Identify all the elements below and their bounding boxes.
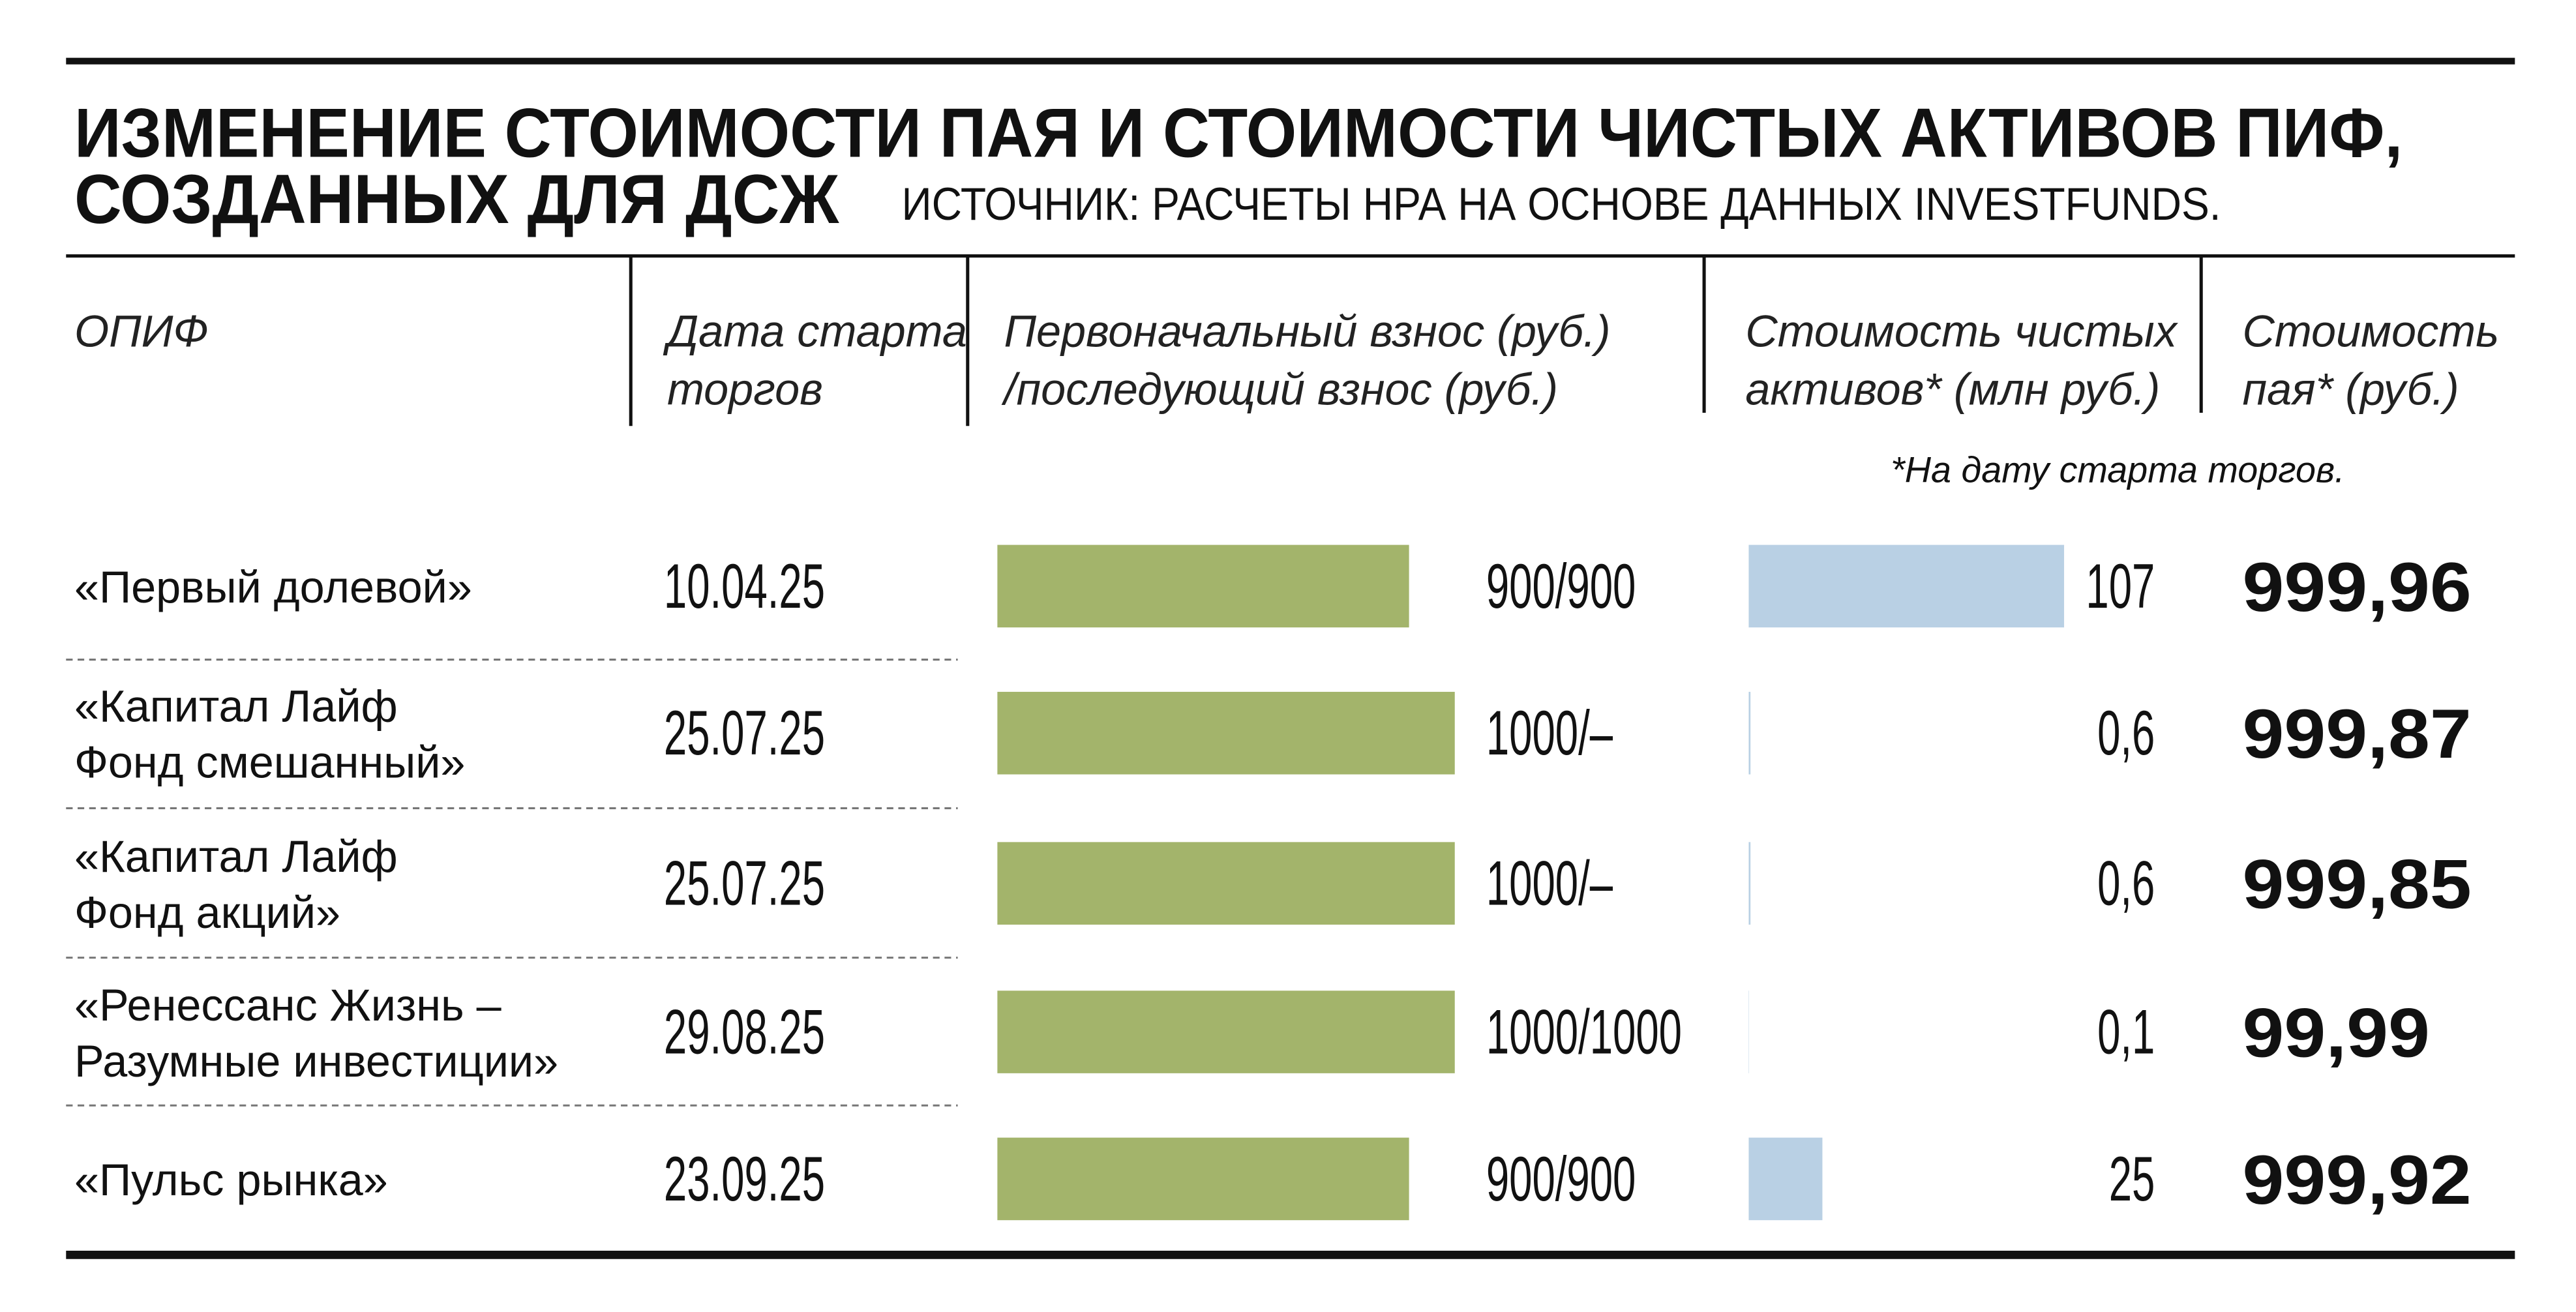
contribution-label-group: 1000/– — [1486, 848, 1613, 918]
net-assets-bar — [1748, 842, 1751, 925]
contribution-label-group: 900/900 — [1486, 1144, 1636, 1214]
title: ИЗМЕНЕНИЕ СТОИМОСТИ ПАЯ И СТОИМОСТИ ЧИСТ… — [74, 95, 2403, 172]
start-date: 25.07.25 — [664, 848, 825, 918]
contribution-label: 1000/1000 — [1486, 997, 1682, 1067]
start-date-group: 29.08.25 — [664, 997, 825, 1067]
net-assets-label: 25 — [2109, 1144, 2155, 1214]
net-assets-bar — [1748, 544, 2065, 628]
contribution-label-group: 900/900 — [1486, 552, 1636, 621]
contribution-label: 900/900 — [1486, 552, 1636, 621]
unit-price-group: 999,92 — [2243, 1142, 2472, 1219]
column-header: Стоимость чистых — [1745, 307, 2178, 357]
column-header: Дата старта — [663, 307, 967, 357]
column-header: ОПИФ — [74, 307, 209, 357]
contribution-label: 1000/– — [1486, 698, 1613, 768]
start-date: 25.07.25 — [664, 698, 825, 768]
contribution-label-group: 1000/– — [1486, 698, 1613, 768]
unit-price-group: 999,85 — [2243, 846, 2472, 923]
title: СОЗДАННЫХ ДЛЯ ДСЖ — [74, 160, 839, 238]
net-assets-label: 0,6 — [2097, 698, 2155, 768]
fund-name: Фонд акций» — [74, 888, 340, 938]
net-assets-bar — [1748, 1137, 1823, 1221]
fund-name: «Первый долевой» — [74, 563, 472, 612]
start-date-group: 23.09.25 — [664, 1144, 825, 1214]
net-assets-label-group: 107 — [2086, 552, 2155, 621]
contribution-label: 900/900 — [1486, 1144, 1636, 1214]
net-assets-label: 107 — [2086, 552, 2155, 621]
column-header: Первоначальный взнос (руб.) — [1004, 307, 1610, 357]
unit-price-group: 999,87 — [2243, 696, 2472, 773]
contribution-bar — [997, 1137, 1409, 1221]
contribution-bar — [997, 544, 1409, 628]
source: ИСТОЧНИК: РАСЧЕТЫ НРА НА ОСНОВЕ ДАННЫХ I… — [902, 179, 2221, 230]
unit-price: 999,96 — [2243, 549, 2472, 626]
column-header: /последующий взнос (руб.) — [1001, 365, 1558, 414]
start-date-group: 25.07.25 — [664, 848, 825, 918]
start-date-group: 25.07.25 — [664, 698, 825, 768]
net-assets-label-group: 0,6 — [2097, 848, 2155, 918]
start-date: 23.09.25 — [664, 1144, 825, 1214]
column-header: торгов — [667, 365, 823, 414]
net-assets-label: 0,1 — [2097, 997, 2155, 1067]
unit-price: 999,92 — [2243, 1142, 2472, 1219]
column-header: активов* (млн руб.) — [1745, 365, 2160, 414]
net-assets-bar — [1748, 691, 1751, 775]
footnote: *На дату старта торгов. — [1891, 449, 2344, 490]
column-header: Стоимость — [2243, 307, 2500, 357]
fund-name: «Капитал Лайф — [74, 682, 398, 732]
net-assets-label-group: 25 — [2109, 1144, 2155, 1214]
net-assets-label: 0,6 — [2097, 848, 2155, 918]
contribution-label: 1000/– — [1486, 848, 1613, 918]
unit-price-group: 999,96 — [2243, 549, 2472, 626]
unit-price-group: 99,99 — [2243, 994, 2430, 1071]
fund-name: «Ренессанс Жизнь – — [74, 981, 502, 1030]
unit-price: 999,87 — [2243, 696, 2472, 773]
start-date-group: 10.04.25 — [664, 552, 825, 621]
start-date: 10.04.25 — [664, 552, 825, 621]
unit-price: 99,99 — [2243, 994, 2430, 1071]
fund-name: Разумные инвестиции» — [74, 1037, 558, 1086]
net-assets-label-group: 0,1 — [2097, 997, 2155, 1067]
contribution-label-group: 1000/1000 — [1486, 997, 1682, 1067]
contribution-bar — [997, 842, 1455, 925]
fund-name: Фонд смешанный» — [74, 738, 466, 788]
contribution-bar — [997, 691, 1455, 775]
start-date: 29.08.25 — [664, 997, 825, 1067]
unit-price: 999,85 — [2243, 846, 2472, 923]
contribution-bar — [997, 991, 1455, 1073]
fund-name: «Пульс рынка» — [74, 1155, 388, 1205]
net-assets-label-group: 0,6 — [2097, 698, 2155, 768]
column-header: пая* (руб.) — [2243, 365, 2459, 414]
fund-name: «Капитал Лайф — [74, 832, 398, 882]
